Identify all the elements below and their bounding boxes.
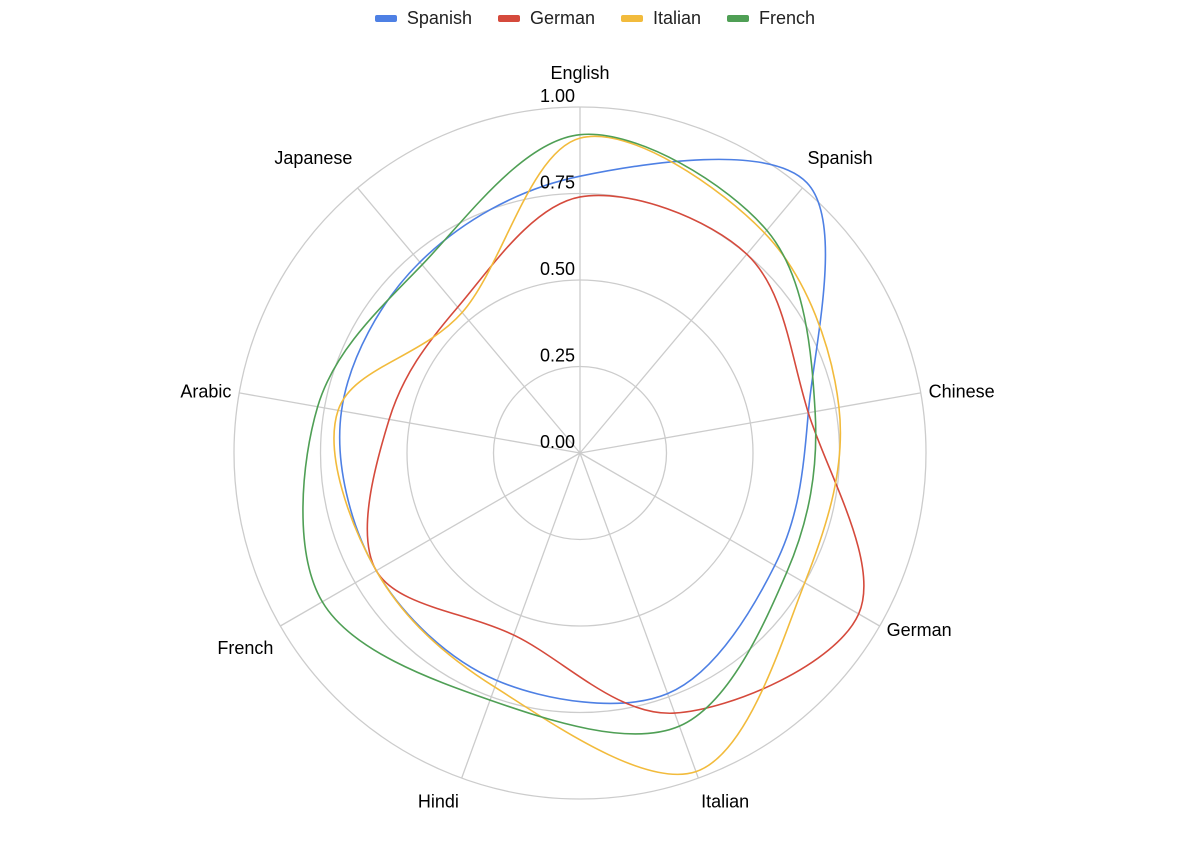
legend-label-german: German (529, 8, 595, 28)
legend-swatch-italian (621, 15, 643, 22)
chart-legend: Spanish German Italian French (0, 8, 1190, 29)
series-line-french[interactable] (302, 133, 817, 735)
category-label: French (217, 638, 273, 658)
category-label: Italian (701, 792, 749, 812)
radar-series (302, 133, 865, 776)
grid-spoke (461, 452, 581, 779)
tick-label: 0.00 (540, 432, 575, 452)
grid-spoke (239, 392, 581, 454)
category-label: Hindi (418, 792, 459, 812)
radar-labels: 0.00 0.25 0.50 0.75 1.00 English Spanish Chines… (180, 63, 994, 812)
tick-label: 0.50 (540, 259, 575, 279)
legend-swatch-german (497, 15, 520, 22)
category-label: English (550, 63, 609, 83)
tick-label: 1.00 (540, 86, 575, 106)
grid-spoke (357, 187, 581, 454)
grid-spoke (579, 187, 803, 454)
tick-label: 0.75 (540, 173, 575, 193)
category-label: German (887, 620, 952, 640)
grid-spoke (579, 392, 921, 454)
legend-label-spanish: Spanish (406, 8, 472, 28)
category-label: Chinese (929, 382, 995, 402)
series-line-german[interactable] (366, 194, 865, 714)
legend-label-french: French (759, 8, 816, 28)
category-label: Spanish (808, 148, 873, 168)
series-line-italian[interactable] (333, 135, 842, 776)
legend-item-german[interactable]: German (497, 8, 595, 29)
grid-spoke (579, 452, 880, 627)
category-label: Japanese (274, 148, 352, 168)
legend-swatch-french (727, 15, 750, 22)
legend-item-french[interactable]: French (727, 8, 815, 29)
grid-spoke (579, 452, 699, 779)
series-line-spanish[interactable] (338, 158, 827, 705)
legend-swatch-spanish (374, 15, 397, 22)
legend-item-spanish[interactable]: Spanish (374, 8, 472, 29)
legend-item-italian[interactable]: Italian (621, 8, 701, 29)
radar-grid (233, 106, 927, 800)
legend-label-italian: Italian (653, 8, 702, 28)
tick-label: 0.25 (540, 346, 575, 366)
grid-spoke (280, 452, 581, 627)
category-label: Arabic (180, 382, 231, 402)
